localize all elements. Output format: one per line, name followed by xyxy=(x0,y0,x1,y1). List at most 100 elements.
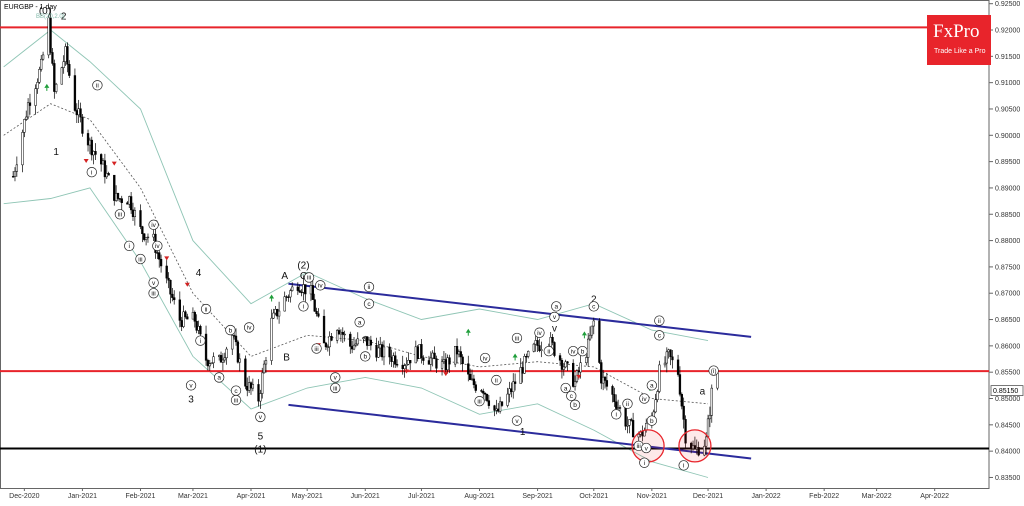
candle-body xyxy=(375,344,378,358)
candle-body xyxy=(86,133,90,146)
candle-body xyxy=(225,348,228,359)
wave-label: a xyxy=(564,385,568,392)
current-price-box xyxy=(990,385,1024,397)
candle-body xyxy=(352,344,356,350)
wave-label: iv xyxy=(571,348,576,355)
candle-body xyxy=(88,139,92,146)
candle-body xyxy=(485,394,489,401)
candle-body xyxy=(572,362,575,387)
x-tick-label: Aug-2021 xyxy=(464,493,494,500)
candle-body xyxy=(128,196,131,205)
wave-label-circle xyxy=(363,281,375,293)
wave-label: iv xyxy=(247,325,252,332)
candle-body xyxy=(682,405,685,420)
down-arrow-icon xyxy=(164,256,170,261)
candle-body xyxy=(313,299,316,312)
candle-body xyxy=(182,311,185,327)
candle-body xyxy=(66,46,69,65)
candle-body xyxy=(536,340,539,346)
candle-body xyxy=(339,331,343,335)
candle-body xyxy=(420,344,423,358)
candle-body xyxy=(705,436,708,447)
wave-label-circle xyxy=(330,372,341,383)
candle-body xyxy=(343,333,346,336)
candle-body xyxy=(669,349,672,358)
candle-body xyxy=(79,108,82,118)
candle-body xyxy=(208,363,211,367)
candle-body xyxy=(667,349,670,353)
down-arrow-icon xyxy=(111,161,117,166)
candle-body xyxy=(512,381,515,393)
wave-label-circle xyxy=(148,219,159,230)
wave-label-circle xyxy=(255,411,266,423)
candle-body xyxy=(587,338,590,358)
candle-body xyxy=(680,394,683,407)
candle-body xyxy=(246,385,249,391)
candle-body xyxy=(103,160,107,178)
wave-label: 4 xyxy=(196,268,202,279)
x-tick-label: Nov-2021 xyxy=(637,493,667,500)
candle-body xyxy=(141,226,144,235)
candle-body xyxy=(495,408,498,411)
wave-label-circle xyxy=(639,457,650,468)
candle-body xyxy=(480,390,483,392)
candle-body xyxy=(73,75,77,111)
wave-label-circle xyxy=(639,393,650,404)
candle-body xyxy=(62,61,65,68)
candle-body xyxy=(15,164,19,172)
candle-body xyxy=(513,381,517,384)
candle-body xyxy=(11,176,15,178)
candle-body xyxy=(236,341,240,363)
wave-label-circle xyxy=(298,301,309,312)
candle-body xyxy=(289,290,292,298)
candle-body xyxy=(167,277,170,281)
wave-label: iii xyxy=(333,385,337,392)
candle-body xyxy=(510,388,513,393)
candle-body xyxy=(251,384,255,389)
candle-body xyxy=(613,394,616,403)
wave-label: (i) xyxy=(711,368,717,375)
candle-body xyxy=(259,393,262,402)
wave-label-circle xyxy=(148,288,159,299)
wave-label: a xyxy=(650,383,654,390)
wave-label-circle xyxy=(330,382,341,394)
wave-label: iv xyxy=(151,222,156,229)
candle-body xyxy=(330,336,333,341)
candle-body xyxy=(435,358,438,369)
wave-label: a xyxy=(217,375,221,382)
candle-body xyxy=(64,46,67,62)
candle-body xyxy=(566,361,569,364)
candle-body xyxy=(34,88,37,106)
wave-label: i xyxy=(91,169,92,176)
candle-body xyxy=(195,321,198,331)
candle-body xyxy=(315,311,318,314)
x-tick-label: Oct-2021 xyxy=(579,493,608,500)
candles xyxy=(11,9,719,457)
candle-body xyxy=(26,102,30,118)
candle-body xyxy=(577,370,580,373)
candle-body xyxy=(354,343,358,346)
wave-label: v xyxy=(152,280,156,287)
wave-label-circle xyxy=(135,253,146,265)
wave-label-circle xyxy=(708,365,719,376)
candle-body xyxy=(349,333,352,347)
candle-body xyxy=(277,310,281,317)
candle-body xyxy=(603,376,607,381)
wave-label: iii xyxy=(234,397,238,404)
candle-body xyxy=(474,384,477,391)
wave-label: C xyxy=(300,271,307,282)
candle-body xyxy=(311,285,314,300)
wave-label-circle xyxy=(195,335,206,346)
wave-label-circle xyxy=(654,330,665,341)
x-tick-label: Feb-2022 xyxy=(809,493,839,500)
candle-body xyxy=(710,387,713,416)
candle-body xyxy=(272,312,275,319)
chart-title: EURGBP - 1 day xyxy=(4,4,57,11)
wave-label: a xyxy=(555,304,559,311)
y-tick-label: 0.91500 xyxy=(995,54,1020,61)
wave-label: A xyxy=(281,271,288,282)
wave-label-circle xyxy=(511,332,523,344)
wave-label-circle xyxy=(315,280,326,291)
candle-body xyxy=(47,17,50,56)
